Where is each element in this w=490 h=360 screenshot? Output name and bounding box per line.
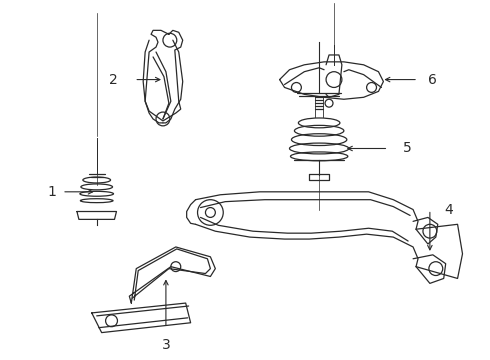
Text: 1: 1 xyxy=(48,185,57,199)
Text: 4: 4 xyxy=(445,203,453,216)
Text: 2: 2 xyxy=(109,73,118,86)
Text: 3: 3 xyxy=(162,338,171,352)
Text: 5: 5 xyxy=(403,141,412,156)
Text: 6: 6 xyxy=(428,73,437,86)
